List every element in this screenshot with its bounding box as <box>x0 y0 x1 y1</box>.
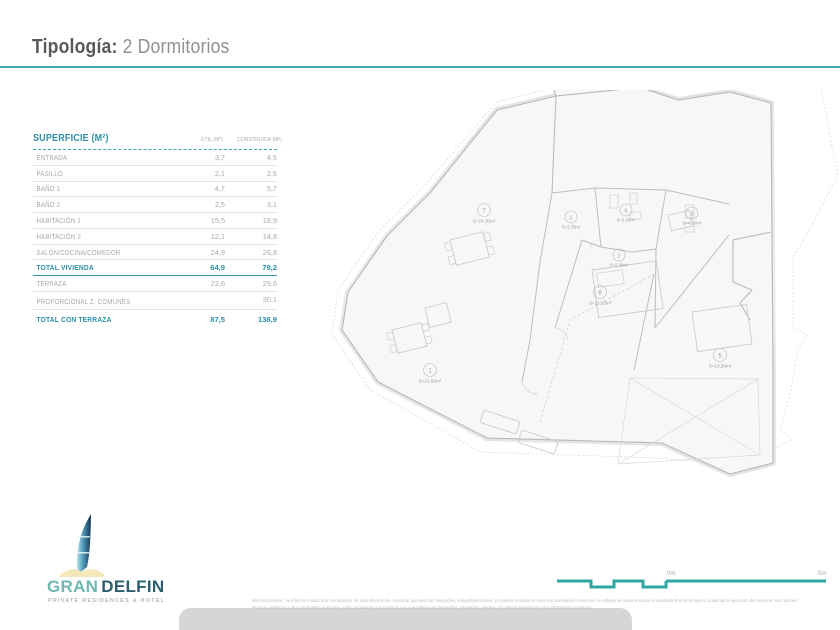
svg-text:5m: 5m <box>818 571 826 577</box>
svg-text:S=3,70m²: S=3,70m² <box>562 225 581 230</box>
svg-text:2: 2 <box>618 253 621 259</box>
svg-text:S=4,70m²: S=4,70m² <box>683 221 702 226</box>
svg-text:S=13,50m²: S=13,50m² <box>709 364 732 369</box>
svg-text:S=24,30m²: S=24,30m² <box>473 219 496 224</box>
svg-text:6: 6 <box>625 208 628 214</box>
svg-text:1: 1 <box>570 215 573 221</box>
svg-text:S=22,60m²: S=22,60m² <box>419 379 442 384</box>
svg-text:S=2,30m²: S=2,30m² <box>617 218 636 223</box>
svg-text:0m: 0m <box>667 571 675 577</box>
svg-text:S=12,10m²: S=12,10m² <box>589 301 612 306</box>
svg-text:3: 3 <box>691 211 694 217</box>
svg-text:PRIVATE RESIDENCES & HOTEL: PRIVATE RESIDENCES & HOTEL <box>48 598 165 604</box>
svg-text:S=2,30m²: S=2,30m² <box>610 263 629 268</box>
